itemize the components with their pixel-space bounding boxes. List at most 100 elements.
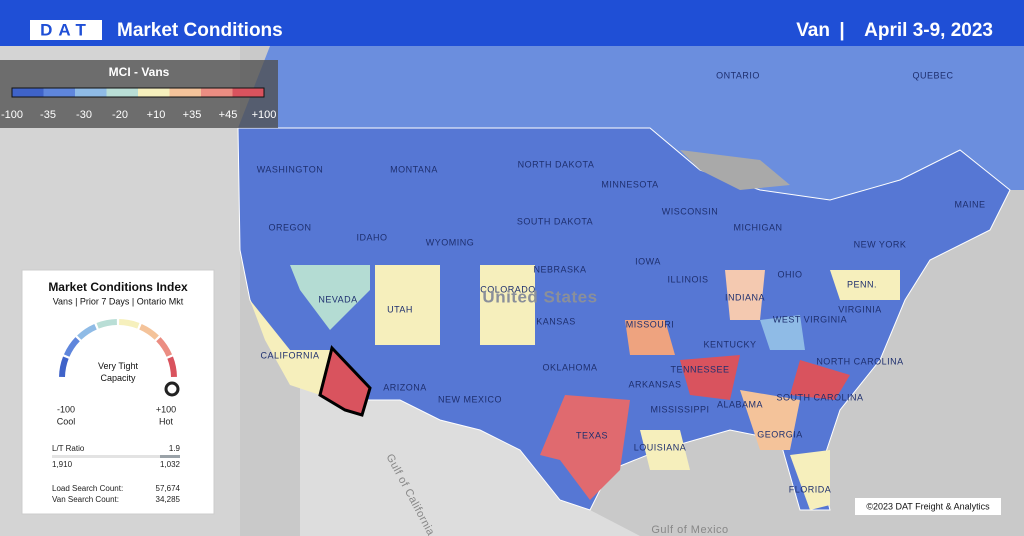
region-label: WISCONSIN <box>662 206 719 216</box>
max-value: +100 <box>156 404 176 414</box>
load-search-label: Load Search Count: <box>52 484 123 493</box>
legend-label: -100 <box>1 109 23 121</box>
region-label: WEST VIRGINIA <box>773 314 847 324</box>
region-label: FLORIDA <box>789 484 832 494</box>
header-bar <box>0 0 1024 46</box>
min-value: -100 <box>57 404 75 414</box>
region-label: INDIANA <box>725 292 765 302</box>
region-label: UTAH <box>387 304 413 314</box>
region-label: TENNESSEE <box>670 364 729 374</box>
country-label: United States <box>482 287 597 306</box>
index-panel <box>21 269 215 515</box>
legend-label: +100 <box>252 109 277 121</box>
legend-swatch <box>75 88 107 97</box>
legend-label: -20 <box>112 109 128 121</box>
region-label: CALIFORNIA <box>260 350 319 360</box>
ratio-value: 1.9 <box>169 444 181 453</box>
gauge-segment <box>77 323 97 340</box>
gauge-segment <box>139 323 159 340</box>
region <box>740 390 800 450</box>
gauge-segment <box>63 337 80 357</box>
region <box>250 300 330 395</box>
header-title: Market Conditions <box>117 20 283 41</box>
region <box>540 395 630 500</box>
region-label: NEW MEXICO <box>438 394 502 404</box>
region-label: OKLAHOMA <box>542 362 597 372</box>
region-label: NORTH DAKOTA <box>518 159 595 169</box>
gauge-segment <box>167 356 177 378</box>
region <box>790 450 830 510</box>
region <box>480 265 535 345</box>
water-label: Gulf of Mexico <box>651 524 728 536</box>
ratio-label: L/T Ratio <box>52 444 85 453</box>
min-label: Cool <box>57 416 76 426</box>
ratio-fill <box>160 455 180 458</box>
copyright: ©2023 DAT Freight & Analytics <box>866 501 990 511</box>
region-label: ONTARIO <box>716 70 760 80</box>
region-label: MISSOURI <box>626 319 675 329</box>
legend-swatch <box>106 88 138 97</box>
region-label: IOWA <box>635 256 661 266</box>
region-label: MISSISSIPPI <box>650 404 709 414</box>
legend-swatch <box>201 88 233 97</box>
ratio-track <box>52 455 180 458</box>
gauge-needle <box>164 381 180 397</box>
legend-swatch <box>169 88 201 97</box>
region-label: ARKANSAS <box>628 379 681 389</box>
gauge-segment <box>59 356 69 378</box>
loads: 1,910 <box>52 460 73 469</box>
gauge <box>59 319 177 378</box>
region <box>830 270 900 300</box>
region <box>790 360 850 400</box>
logo: DAT <box>40 20 92 39</box>
region-label: MONTANA <box>390 164 438 174</box>
region-label: IDAHO <box>356 232 387 242</box>
region-label: WYOMING <box>426 237 475 247</box>
legend-title: MCI - Vans <box>109 65 170 79</box>
region-label: MAINE <box>954 199 985 209</box>
logo-box <box>30 20 102 40</box>
region-label: TEXAS <box>576 430 608 440</box>
region-label: SOUTH CAROLINA <box>776 392 863 402</box>
equipment: Van <box>796 20 830 41</box>
legend-swatch <box>12 88 44 97</box>
region-label: QUEBEC <box>912 70 953 80</box>
region-label: COLORADO <box>480 284 536 294</box>
legend-bar: -100 -35 -30 -20 +10 +35 +45 +100 <box>1 87 277 121</box>
great-lakes <box>680 150 790 190</box>
legend-label: +35 <box>183 109 202 121</box>
canada <box>238 46 1024 200</box>
panel-subtitle: Vans | Prior 7 Days | Ontario Mkt <box>53 296 184 306</box>
legend-swatch <box>43 88 75 97</box>
region-label: ARIZONA <box>383 382 427 392</box>
status: Very Tight Capacity <box>97 361 139 383</box>
region <box>290 265 370 330</box>
region <box>760 315 805 350</box>
region <box>640 430 690 470</box>
legend-swatch <box>138 88 170 97</box>
region-label: OREGON <box>268 222 311 232</box>
region-label: PENN. <box>847 279 877 289</box>
legend-border <box>11 87 265 98</box>
panel-title: Market Conditions Index <box>48 280 188 294</box>
region <box>725 270 765 320</box>
trucks: 1,032 <box>160 460 181 469</box>
legend-label: +45 <box>219 109 238 121</box>
region-label: MINNESOTA <box>601 179 658 189</box>
legend-swatch <box>232 88 264 97</box>
date: April 3-9, 2023 <box>864 20 993 41</box>
max-label: Hot <box>159 416 174 426</box>
region-label: VIRGINIA <box>838 304 882 314</box>
gauge-segment <box>156 337 173 357</box>
legend-label: -35 <box>40 109 56 121</box>
region-label: NORTH CAROLINA <box>816 356 903 366</box>
legend-label: +10 <box>147 109 166 121</box>
region-label: SOUTH DAKOTA <box>517 216 593 226</box>
van-search-value: 34,285 <box>156 495 181 504</box>
selected-market[interactable] <box>318 344 372 417</box>
region-label: ALABAMA <box>717 399 763 409</box>
separator: | <box>839 20 844 41</box>
region-label: MICHIGAN <box>734 222 783 232</box>
region <box>625 320 675 355</box>
